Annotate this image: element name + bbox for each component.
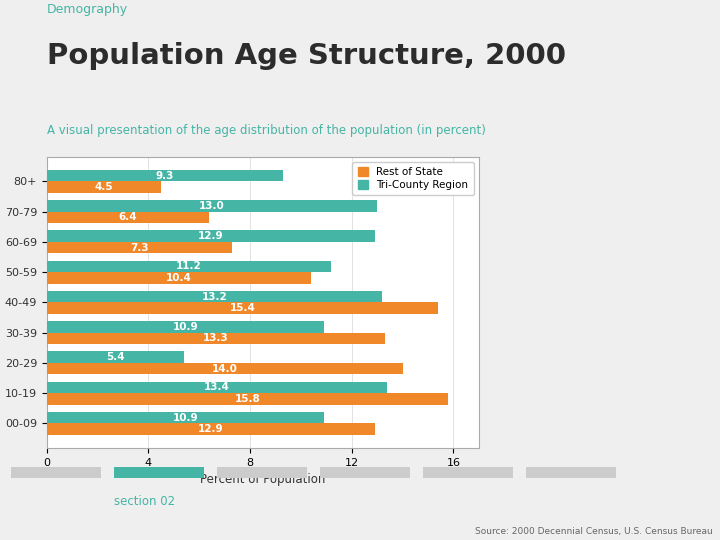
Bar [47,181,161,193]
Bar [114,467,204,478]
X-axis label: Percent of Population: Percent of Population [200,474,325,487]
Text: 15.8: 15.8 [235,394,261,404]
Text: 6.4: 6.4 [119,212,138,222]
Text: 15.4: 15.4 [230,303,256,313]
Bar [47,291,382,302]
Text: section 02: section 02 [114,495,175,508]
Text: Demography: Demography [47,3,128,16]
Legend: Rest of State, Tri-County Region: Rest of State, Tri-County Region [352,162,474,195]
Text: 7.3: 7.3 [130,242,149,253]
Bar [47,170,283,181]
Text: 12.9: 12.9 [198,231,223,241]
Text: A visual presentation of the age distribution of the population (in percent): A visual presentation of the age distrib… [47,124,486,137]
Bar [47,382,387,393]
Bar [47,242,233,253]
Text: 10.9: 10.9 [173,322,198,332]
Bar [47,272,311,284]
Bar [47,212,210,223]
Bar [47,321,324,333]
Bar [47,393,449,404]
Bar [47,231,374,242]
Text: 5.4: 5.4 [106,352,125,362]
Bar [47,423,374,435]
Bar [320,467,410,478]
Text: Source: 2000 Decennial Census, U.S. Census Bureau: Source: 2000 Decennial Census, U.S. Cens… [475,526,713,536]
Bar [47,200,377,212]
Text: 13.4: 13.4 [204,382,230,393]
Bar [47,333,384,344]
Bar [47,352,184,363]
Bar [47,412,324,423]
Text: 14.0: 14.0 [212,363,238,374]
Text: 10.4: 10.4 [166,273,192,283]
Bar [526,467,616,478]
Bar [217,467,307,478]
Text: 12.9: 12.9 [198,424,223,434]
Bar [11,467,101,478]
Text: 9.3: 9.3 [156,171,174,180]
Text: 13.2: 13.2 [202,292,228,302]
Text: 13.3: 13.3 [203,333,229,343]
Text: 13.0: 13.0 [199,201,225,211]
Bar [423,467,513,478]
Text: 4.5: 4.5 [94,182,113,192]
Bar [47,302,438,314]
Text: 11.2: 11.2 [176,261,202,272]
Text: Population Age Structure, 2000: Population Age Structure, 2000 [47,42,566,70]
Bar [47,363,402,374]
Text: 10.9: 10.9 [173,413,198,423]
Bar [47,261,331,272]
